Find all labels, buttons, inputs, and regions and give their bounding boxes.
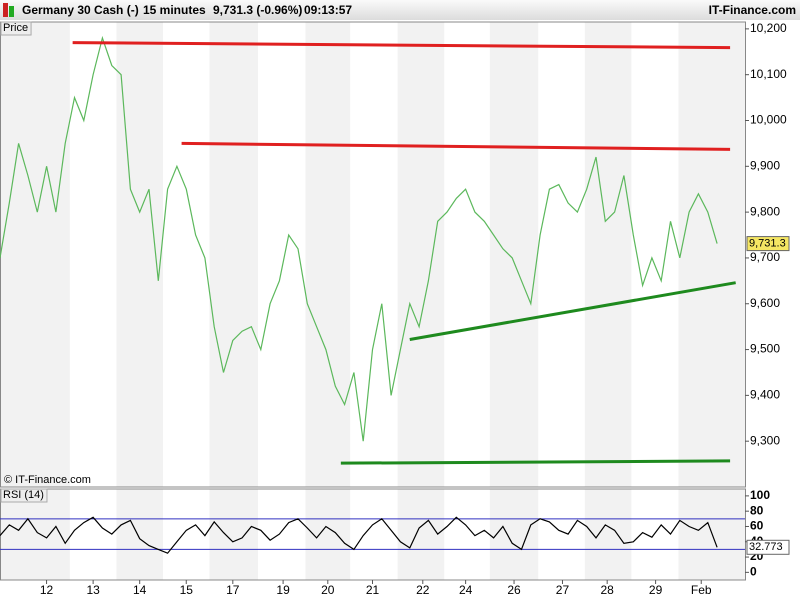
x-tick-label: 21 bbox=[366, 583, 380, 597]
x-tick-label: 15 bbox=[180, 583, 194, 597]
panel-title-box bbox=[0, 21, 32, 36]
panel-frame bbox=[0, 21, 746, 488]
stripe bbox=[678, 22, 745, 487]
stripe bbox=[0, 22, 70, 487]
x-tick-label: 29 bbox=[649, 583, 663, 597]
stripe bbox=[397, 489, 445, 580]
x-tick-label: 12 bbox=[40, 583, 54, 597]
panel-frame bbox=[0, 488, 746, 581]
panel-title-box bbox=[0, 488, 48, 503]
stripe bbox=[489, 22, 539, 487]
y-tick-label: 9,700 bbox=[750, 250, 780, 264]
quote: 9,731.3 (-0.96%) bbox=[213, 3, 302, 17]
stripe bbox=[209, 489, 258, 580]
x-tick-label: 24 bbox=[459, 583, 473, 597]
trend-line bbox=[409, 281, 736, 341]
last-value: 32.773 bbox=[746, 539, 790, 555]
icon bbox=[9, 6, 14, 17]
series-line bbox=[0, 35, 718, 442]
y-tick-label: 9,300 bbox=[750, 433, 780, 447]
instrument: Germany 30 Cash (-) bbox=[22, 3, 139, 17]
stripe bbox=[397, 22, 445, 487]
panel-title: RSI (14) bbox=[3, 489, 44, 501]
x-tick-label: 26 bbox=[507, 583, 521, 597]
trend-line bbox=[181, 141, 731, 151]
icon bbox=[3, 3, 8, 17]
last-value-box bbox=[746, 236, 790, 252]
stripe bbox=[489, 489, 539, 580]
y-tick-label: 9,600 bbox=[750, 296, 780, 310]
stripe bbox=[0, 489, 70, 580]
time: 09:13:57 bbox=[304, 3, 352, 17]
trend-line bbox=[72, 41, 731, 50]
site: IT-Finance.com bbox=[709, 3, 796, 17]
x-tick-label: 27 bbox=[556, 583, 570, 597]
y-tick-label: 9,400 bbox=[750, 388, 780, 402]
x-tick-label: 13 bbox=[86, 583, 100, 597]
last-value-box bbox=[746, 539, 790, 555]
x-tick-label: 19 bbox=[276, 583, 290, 597]
x-tick-label: 17 bbox=[226, 583, 240, 597]
stripe bbox=[209, 22, 258, 487]
y-tick-label: 10,200 bbox=[750, 21, 787, 35]
y-tick-label: 9,800 bbox=[750, 204, 780, 218]
last-value: 9,731.3 bbox=[746, 236, 790, 252]
stripe bbox=[116, 489, 163, 580]
header-bar bbox=[0, 0, 800, 20]
last-value-label: 9,731.3 bbox=[749, 238, 786, 250]
y-tick-label: 60 bbox=[750, 519, 764, 533]
x-tick-label: Feb bbox=[691, 583, 712, 597]
trend-line bbox=[340, 459, 731, 465]
stripe bbox=[584, 489, 632, 580]
y-tick-label: 10,100 bbox=[750, 67, 787, 81]
last-value-label: 32.773 bbox=[749, 541, 783, 553]
copyright: © IT-Finance.com bbox=[4, 474, 91, 486]
y-tick-label: 80 bbox=[750, 503, 764, 517]
stripe bbox=[305, 22, 351, 487]
stripe bbox=[305, 489, 351, 580]
x-tick-label: 20 bbox=[321, 583, 335, 597]
y-tick-label: 9,900 bbox=[750, 158, 780, 172]
series-line bbox=[0, 516, 718, 554]
y-tick-label: 9,500 bbox=[750, 342, 780, 356]
y-tick-label: 100 bbox=[750, 488, 770, 502]
panel-title: Price bbox=[3, 22, 28, 34]
y-tick-label: 0 bbox=[750, 565, 757, 579]
interval: 15 minutes bbox=[143, 3, 206, 17]
stripe bbox=[584, 22, 632, 487]
x-tick-label: 28 bbox=[600, 583, 614, 597]
x-tick-label: 14 bbox=[133, 583, 147, 597]
header: Germany 30 Cash (-) 15 minutes 9,731.3 (… bbox=[0, 0, 800, 20]
x-tick-label: 22 bbox=[416, 583, 430, 597]
y-tick-label: 10,000 bbox=[750, 113, 787, 127]
